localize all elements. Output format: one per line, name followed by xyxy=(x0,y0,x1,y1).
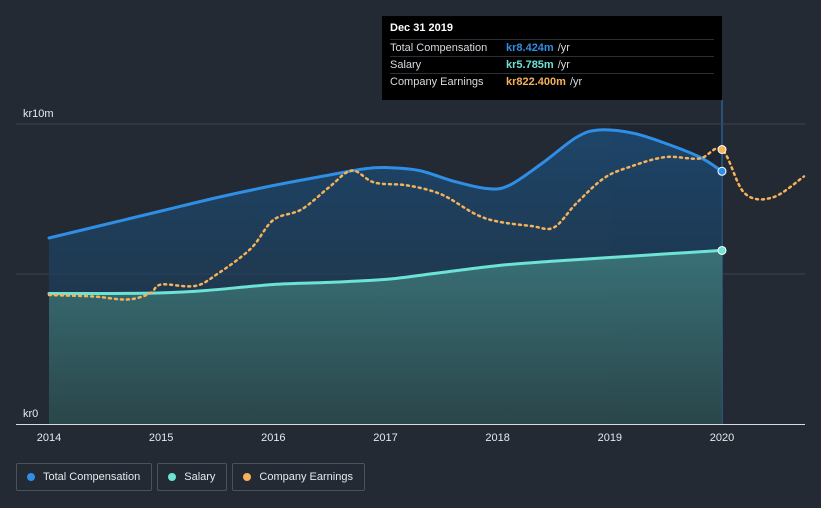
tooltip-value: kr5.785m xyxy=(506,59,554,71)
x-tick-label: 2019 xyxy=(598,432,622,444)
tooltip-row-company-earnings: Company Earnings kr822.400m /yr xyxy=(390,73,714,90)
series-end-marker xyxy=(717,145,727,154)
hover-tooltip: Dec 31 2019 Total Compensation kr8.424m … xyxy=(382,16,722,100)
tooltip-value: kr822.400m xyxy=(506,76,566,88)
legend-dot-icon xyxy=(27,473,35,481)
legend-item-salary[interactable]: Salary xyxy=(157,463,228,491)
legend-dot-icon xyxy=(243,473,252,481)
series-end-marker xyxy=(717,245,727,255)
salary-area xyxy=(49,250,722,424)
legend-label: Company Earnings xyxy=(259,471,353,483)
company-earnings-line xyxy=(47,146,806,301)
x-tick-label: 2020 xyxy=(710,432,734,444)
tooltip-unit: /yr xyxy=(569,76,583,88)
x-tick-label: 2017 xyxy=(373,432,397,444)
x-tick-label: 2018 xyxy=(485,432,509,444)
x-tick-label: 2016 xyxy=(261,432,285,444)
tooltip-date: Dec 31 2019 xyxy=(390,22,453,34)
tooltip-value: kr8.424m xyxy=(506,42,554,54)
legend-label: Salary xyxy=(184,471,216,483)
y-tick-label: kr10m xyxy=(23,108,54,120)
x-tick-label: 2015 xyxy=(149,432,173,444)
legend-item-company-earnings[interactable]: Company Earnings xyxy=(232,463,365,491)
tooltip-row-total-compensation: Total Compensation kr8.424m /yr xyxy=(390,39,714,56)
tooltip-label: Total Compensation xyxy=(390,42,488,54)
legend-dot-icon xyxy=(168,473,177,481)
tooltip-row-salary: Salary kr5.785m /yr xyxy=(390,56,714,73)
total-compensation-line xyxy=(47,128,724,240)
salary-line xyxy=(47,248,724,296)
tooltip-label: Company Earnings xyxy=(390,76,484,88)
legend-item-total-compensation[interactable]: Total Compensation xyxy=(16,463,153,491)
y-tick-label: kr0 xyxy=(23,408,38,420)
x-tick-label: 2014 xyxy=(37,432,61,444)
tooltip-unit: /yr xyxy=(557,42,570,54)
tooltip-label: Salary xyxy=(390,59,422,71)
tooltip-unit: /yr xyxy=(557,59,570,71)
series-end-marker xyxy=(717,166,727,176)
legend-label: Total Compensation xyxy=(43,471,141,483)
chart-legend: Total Compensation Salary Company Earnin… xyxy=(16,463,365,491)
